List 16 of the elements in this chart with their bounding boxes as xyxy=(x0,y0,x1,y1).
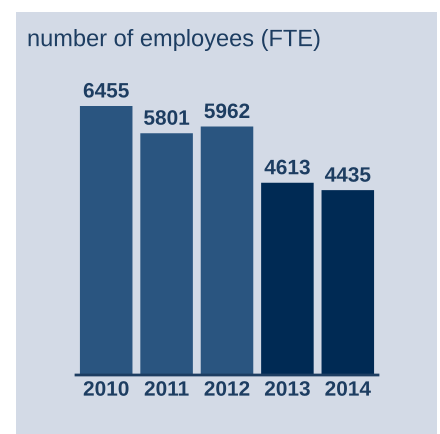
bar xyxy=(200,126,254,375)
data-label: 4435 xyxy=(324,167,370,182)
x-tick-label: 2013 xyxy=(264,381,310,396)
data-label: 5801 xyxy=(144,110,190,125)
x-tick-label: 2012 xyxy=(204,381,250,396)
x-tick-label: 2014 xyxy=(325,381,371,396)
bar xyxy=(261,182,314,375)
data-label: 4613 xyxy=(264,160,310,174)
x-tick-label: 2010 xyxy=(84,381,129,396)
bar xyxy=(322,190,374,375)
chart-title: number of employees (FTE) xyxy=(28,28,320,52)
bar xyxy=(80,106,132,375)
x-tick-label: 2011 xyxy=(144,381,189,396)
bar xyxy=(140,133,193,375)
data-label: 6455 xyxy=(84,82,129,98)
data-label: 5962 xyxy=(204,103,250,118)
